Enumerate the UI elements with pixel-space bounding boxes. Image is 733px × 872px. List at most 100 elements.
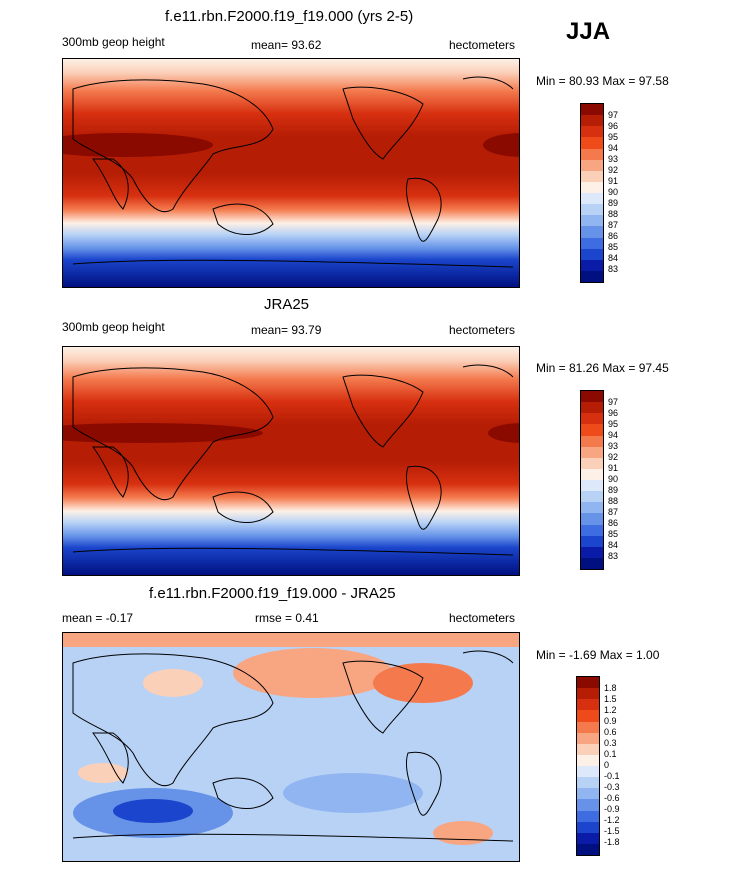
panel1-max-region [63, 133, 213, 157]
panel2-tick: 84 [608, 540, 619, 550]
colorbar-swatch [581, 215, 603, 227]
panel2-max-region-east [488, 423, 519, 443]
panel1-tick: 90 [608, 187, 619, 197]
colorbar-swatch [581, 502, 603, 514]
panel1-field [63, 59, 519, 287]
colorbar-swatch [577, 743, 599, 755]
panel3-tick: -0.3 [604, 782, 620, 792]
panel2-minmax: Min = 81.26 Max = 97.45 [536, 361, 669, 375]
panel1-tick: 86 [608, 231, 619, 241]
colorbar-swatch [581, 104, 603, 116]
panel2-units: hectometers [449, 323, 516, 337]
season-label: JJA [566, 18, 611, 45]
panel3-anomaly-pos [433, 821, 493, 845]
panel3-tick: -1.5 [604, 826, 620, 836]
panel2-variable: 300mb geop height [62, 320, 165, 334]
colorbar-swatch [581, 446, 603, 458]
panel3-rmse: rmse = 0.41 [255, 611, 319, 625]
panel1-variable: 300mb geop height [62, 35, 165, 49]
panel3-coastlines [72, 650, 514, 842]
colorbar-swatch [581, 204, 603, 216]
panel3-tick: 1.2 [604, 705, 617, 715]
panel1-units: hectometers [449, 38, 516, 52]
panel3-tick: 0.6 [604, 727, 617, 737]
panel1-title: f.e11.rbn.F2000.f19_f19.000 (yrs 2-5) [165, 8, 414, 25]
panel3-anomaly-neg [283, 773, 423, 813]
panel3-tick: 0.3 [604, 738, 617, 748]
colorbar-swatch [581, 259, 603, 271]
colorbar-swatch [577, 754, 599, 766]
panel2-tick: 97 [608, 397, 619, 407]
panel3-title: f.e11.rbn.F2000.f19_f19.000 - JRA25 [149, 585, 396, 602]
colorbar-swatch [581, 546, 603, 558]
panel1-colorbar-ticks: 97 96 95 94 93 92 91 90 89 88 87 86 85 8… [608, 103, 638, 281]
colorbar-swatch [577, 766, 599, 778]
colorbar-swatch [581, 115, 603, 127]
panel2-tick: 92 [608, 452, 619, 462]
panel1-map [62, 58, 520, 288]
colorbar-swatch [577, 821, 599, 833]
panel3-anomaly-pos [78, 763, 128, 783]
colorbar-swatch [581, 193, 603, 205]
panel1-coastlines [72, 76, 514, 268]
colorbar-swatch [577, 732, 599, 744]
colorbar-swatch [577, 799, 599, 811]
colorbar-swatch [577, 688, 599, 700]
colorbar-swatch [581, 148, 603, 160]
panel1-minmax: Min = 80.93 Max = 97.58 [536, 74, 669, 88]
panel3-anomaly-pos [373, 663, 473, 703]
colorbar-swatch [581, 248, 603, 260]
panel2-tick: 86 [608, 518, 619, 528]
panel3-tick: -1.8 [604, 837, 620, 847]
panel1-tick: 94 [608, 143, 619, 153]
colorbar-swatch [577, 832, 599, 844]
panel2-tick: 90 [608, 474, 619, 484]
panel1-tick: 92 [608, 165, 619, 175]
panel1-colorbar [580, 103, 604, 283]
panel3-tick: 1.5 [604, 694, 617, 704]
colorbar-swatch [581, 402, 603, 414]
panel2-tick: 89 [608, 485, 619, 495]
panel2-max-region [63, 423, 263, 443]
colorbar-swatch [577, 710, 599, 722]
panel3-tick: -0.6 [604, 793, 620, 803]
panel3-tick: 0.9 [604, 716, 617, 726]
colorbar-swatch [577, 843, 599, 855]
colorbar-swatch [581, 126, 603, 138]
panel2-colorbar-ticks: 97 96 95 94 93 92 91 90 89 88 87 86 85 8… [608, 390, 638, 568]
panel1-tick: 91 [608, 176, 619, 186]
panel2-tick: 85 [608, 529, 619, 539]
colorbar-swatch [577, 777, 599, 789]
colorbar-swatch [581, 170, 603, 182]
panel1-tick: 95 [608, 132, 619, 142]
colorbar-swatch [581, 524, 603, 536]
colorbar-swatch [581, 535, 603, 547]
colorbar-swatch [581, 159, 603, 171]
panel3-tick: -0.1 [604, 771, 620, 781]
panel1-map-svg [63, 59, 519, 287]
colorbar-swatch [581, 181, 603, 193]
panel1-tick: 84 [608, 253, 619, 263]
colorbar-swatch [577, 677, 599, 689]
colorbar-swatch [577, 810, 599, 822]
panel1-tick: 89 [608, 198, 619, 208]
panel2-tick: 83 [608, 551, 619, 561]
panel3-anomaly-neg [113, 799, 193, 823]
panel3-minmax: Min = -1.69 Max = 1.00 [536, 648, 660, 662]
panel3-north-band [63, 633, 519, 647]
panel1-tick: 87 [608, 220, 619, 230]
panel2-colorbar [580, 390, 604, 570]
panel1-tick: 85 [608, 242, 619, 252]
panel2-map-svg [63, 347, 519, 575]
panel1-tick: 83 [608, 264, 619, 274]
colorbar-swatch [581, 491, 603, 503]
colorbar-swatch [581, 270, 603, 282]
panel1-tick: 97 [608, 110, 619, 120]
panel3-anomaly-pos [143, 669, 203, 697]
colorbar-swatch [581, 557, 603, 569]
panel2-tick: 94 [608, 430, 619, 440]
colorbar-swatch [581, 480, 603, 492]
colorbar-swatch [581, 237, 603, 249]
panel3-tick: 0.1 [604, 749, 617, 759]
panel3-map-svg [63, 633, 519, 861]
